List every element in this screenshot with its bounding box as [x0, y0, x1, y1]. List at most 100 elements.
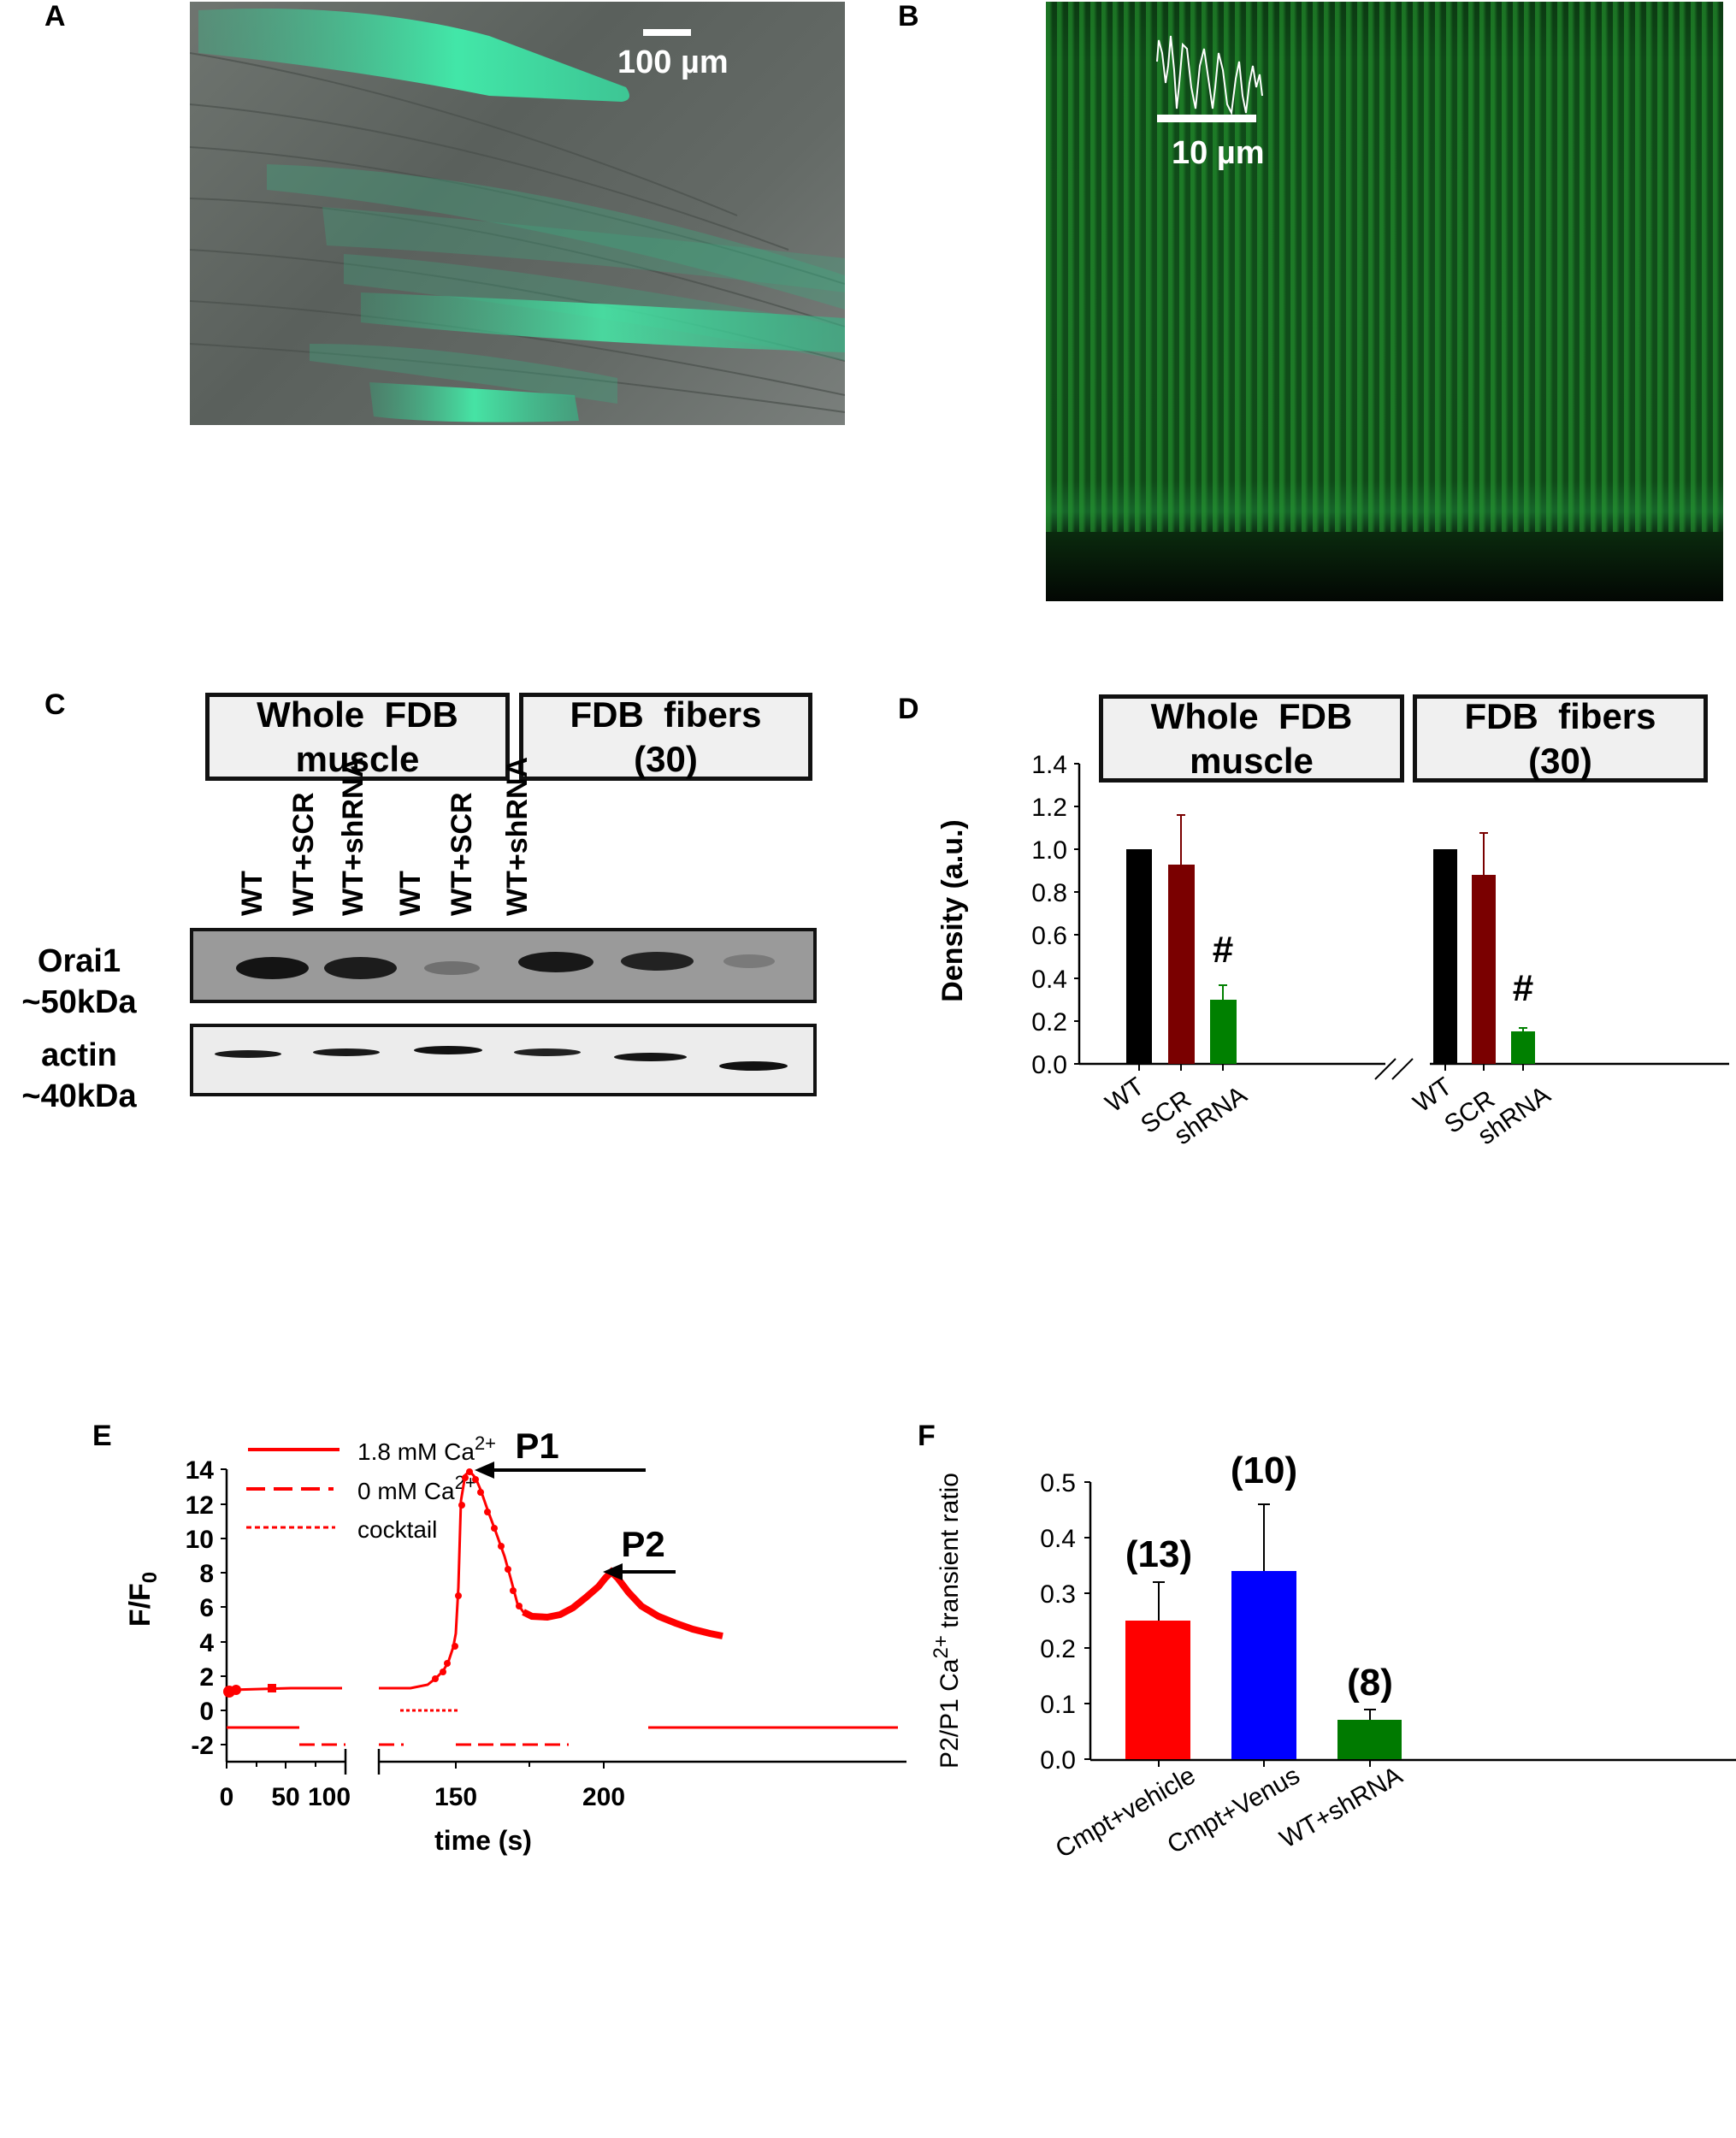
band: [514, 1048, 581, 1056]
y-ticks: -2 0 2 4 6 8 10 12 14: [186, 1456, 227, 1760]
protein-size: ~50kDa: [21, 984, 137, 1020]
bar-wt-fibers: [1433, 849, 1457, 1064]
blot-row-label-orai1: Orai1 ~50kDa: [0, 941, 158, 1023]
scale-bar-a: [643, 29, 691, 36]
bar-shrna-fibers: [1511, 1031, 1535, 1064]
svg-text:14: 14: [186, 1456, 215, 1485]
bar-cmpt-vehicle: [1125, 1621, 1190, 1759]
band: [313, 1048, 380, 1056]
p1-label: P1: [515, 1426, 558, 1466]
panel-c-header-fibers: FDB fibers (30): [519, 693, 812, 781]
panel-d-header-fibers: FDB fibers (30): [1413, 694, 1708, 783]
bar-wt-shrna: [1337, 1720, 1402, 1759]
trace: [223, 1468, 723, 1698]
scale-bar-a-label: 100 µm: [617, 44, 729, 80]
y-ticks: 0.0 0.1 0.2 0.3 0.4 0.5: [1040, 1469, 1090, 1775]
lane-label: WT: [394, 871, 427, 916]
svg-text:0.5: 0.5: [1040, 1469, 1076, 1497]
svg-text:0.6: 0.6: [1031, 922, 1067, 950]
svg-text:0.0: 0.0: [1031, 1051, 1067, 1079]
svg-text:0: 0: [220, 1783, 234, 1811]
p2-label: P2: [621, 1524, 664, 1564]
band: [621, 952, 694, 971]
panel-b-label: B: [898, 0, 919, 32]
protein-size: ~40kDa: [21, 1078, 137, 1114]
band: [614, 1053, 687, 1061]
svg-text:-2: -2: [191, 1732, 214, 1760]
protein-name: Orai1: [37, 943, 121, 979]
band: [324, 957, 397, 979]
legend: 1.8 mM Ca2+ 0 mM Ca2+ cocktail: [246, 1432, 496, 1543]
svg-text:6: 6: [199, 1594, 214, 1622]
line-profile-inset: [1156, 35, 1263, 116]
panel-d-x-labels: WT SCR shRNA WT SCR shRNA: [1101, 1072, 1556, 1151]
svg-text:0: 0: [199, 1698, 214, 1726]
panel-a-label: A: [44, 0, 66, 32]
n-label: (13): [1125, 1533, 1192, 1575]
header-line1: FDB fibers: [1464, 695, 1656, 736]
svg-text:0.4: 0.4: [1040, 1525, 1076, 1553]
band: [518, 952, 593, 972]
panel-b-micrograph: 10 µm: [1046, 2, 1723, 601]
band: [719, 1061, 788, 1071]
svg-text:1.4: 1.4: [1031, 753, 1067, 779]
svg-text:0.1: 0.1: [1040, 1691, 1076, 1719]
orai1-blot: [190, 928, 817, 1003]
panel-d-chart: Density (a.u.) 0.0 0.2 0.4 0.6 0.8 1.0 1…: [936, 753, 1729, 1080]
blot-row-label-actin: actin ~40kDa: [0, 1035, 158, 1117]
axis-break-mark: [1374, 1058, 1396, 1080]
legend-dashed: 0 mM Ca2+: [357, 1472, 476, 1504]
lane-label: WT+shRNA: [501, 756, 534, 916]
scale-bar-b-label: 10 µm: [1172, 135, 1265, 171]
header-line1: Whole FDB: [1150, 695, 1353, 736]
band: [236, 957, 309, 979]
lane-label: WT+shRNA: [337, 756, 369, 916]
header-line1: FDB fibers: [570, 694, 762, 735]
bar-cmpt-venus: [1231, 1571, 1296, 1759]
y-axis-label: Density (a.u.): [936, 819, 969, 1001]
svg-text:10: 10: [186, 1526, 214, 1554]
svg-text:200: 200: [582, 1783, 625, 1811]
n-label: (10): [1231, 1450, 1297, 1491]
header-line2: muscle: [1190, 740, 1314, 781]
svg-text:0.2: 0.2: [1031, 1008, 1067, 1037]
panel-e-label: E: [92, 1420, 112, 1452]
fiber-overlay: [190, 9, 845, 422]
svg-text:1.2: 1.2: [1031, 794, 1067, 822]
legend-solid: 1.8 mM Ca2+: [357, 1432, 496, 1465]
header-line2: (30): [634, 738, 698, 779]
panel-c-label: C: [44, 688, 66, 721]
band: [414, 1046, 482, 1054]
svg-text:0.3: 0.3: [1040, 1580, 1076, 1609]
panel-a-micrograph: 100 µm: [190, 2, 845, 425]
panel-c-header-whole-muscle: Whole FDB muscle: [205, 693, 510, 781]
axis-break-mark: [1391, 1058, 1414, 1080]
lane-label: WT+SCR: [287, 792, 320, 917]
svg-text:0.2: 0.2: [1040, 1635, 1076, 1663]
legend-dotted: cocktail: [357, 1516, 437, 1543]
panel-f-chart: P2/P1 Ca2+ transient ratio 0.0 0.1 0.2 0…: [930, 1450, 1736, 1863]
svg-text:2: 2: [199, 1663, 214, 1692]
x-ticks: 0 50 100 150 200: [220, 1783, 625, 1811]
n-label: (8): [1347, 1662, 1393, 1704]
lane-label: WT+SCR: [446, 792, 478, 917]
panel-d-header-whole-muscle: Whole FDB muscle: [1099, 694, 1404, 783]
bar-scr-fibers: [1472, 875, 1496, 1064]
significance-mark: #: [1513, 967, 1533, 1009]
svg-text:1.0: 1.0: [1031, 836, 1067, 865]
y-axis-label: F/F0: [124, 1572, 162, 1627]
band: [424, 961, 480, 975]
header-line2: muscle: [295, 738, 420, 779]
x-axis-label: time (s): [434, 1825, 532, 1856]
svg-text:4: 4: [199, 1629, 214, 1657]
dark-bottom-region: [1046, 532, 1723, 601]
svg-text:0.0: 0.0: [1040, 1746, 1076, 1775]
actin-blot: [190, 1024, 817, 1096]
lane-label: WT: [236, 871, 269, 916]
bar-shrna-muscle: [1210, 1000, 1237, 1064]
svg-text:12: 12: [186, 1491, 214, 1520]
bar-scr-muscle: [1168, 865, 1195, 1064]
scale-bar-b: [1157, 115, 1256, 122]
svg-text:150: 150: [434, 1783, 477, 1811]
bar-wt-muscle: [1126, 849, 1152, 1064]
